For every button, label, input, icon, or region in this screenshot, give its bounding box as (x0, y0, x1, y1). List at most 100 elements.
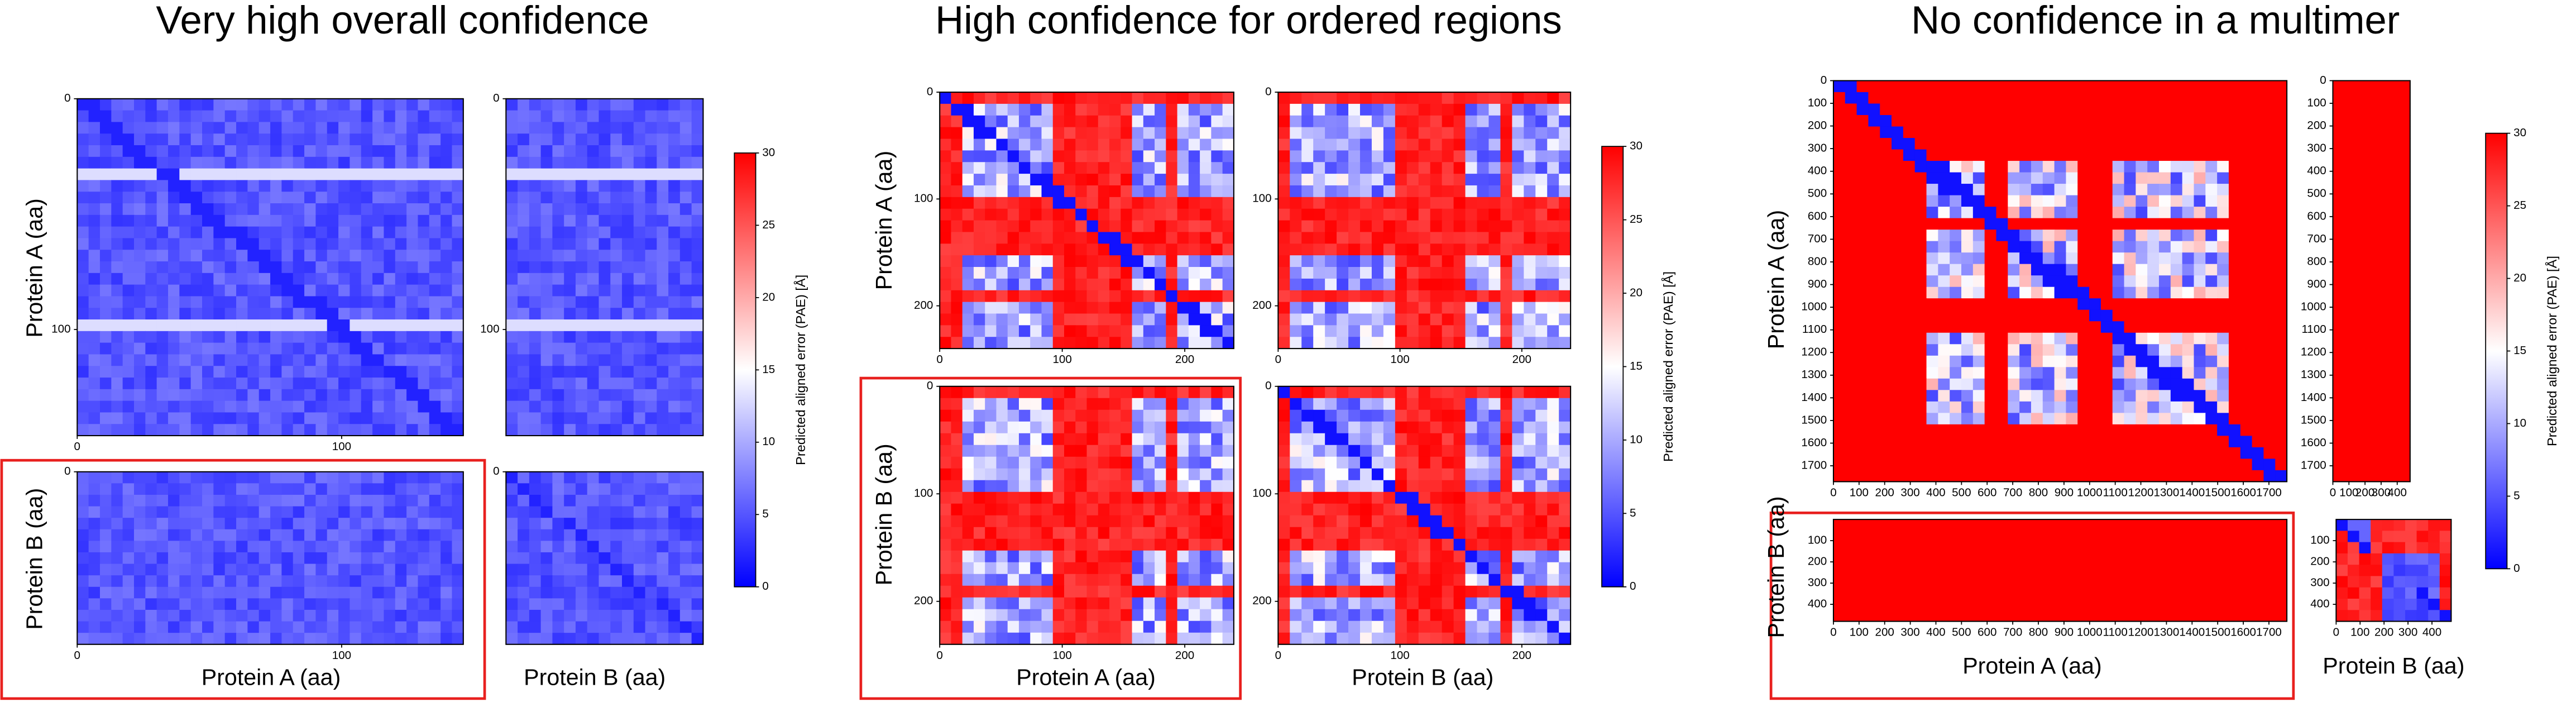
heatmap-cell (1007, 409, 1019, 422)
heatmap-cell (973, 386, 986, 399)
heatmap-cell (2089, 103, 2101, 116)
heatmap-cell (1337, 421, 1349, 434)
heatmap-cell (88, 226, 100, 239)
heatmap-cell (1430, 162, 1443, 174)
heatmap-cell (1177, 445, 1189, 457)
heatmap-cell (202, 261, 214, 274)
heatmap-cell (2240, 114, 2253, 127)
heatmap-cell (258, 226, 271, 239)
heatmap-cell (88, 506, 100, 519)
heatmap-cell (384, 156, 396, 169)
heatmap-cell (633, 366, 646, 378)
heatmap-cell (1453, 456, 1466, 469)
heatmap-cell (1177, 103, 1189, 116)
heatmap-cell (1109, 302, 1122, 314)
heatmap-cell (1535, 386, 1548, 399)
heatmap-cell (1406, 562, 1419, 575)
heatmap-cell (1453, 550, 1466, 563)
heatmap-cell (1559, 325, 1572, 338)
heatmap-cell (1524, 115, 1536, 128)
heatmap-cell (1442, 232, 1454, 245)
heatmap-cell (1500, 409, 1513, 422)
heatmap-cell (338, 261, 351, 274)
heatmap-cell (145, 342, 157, 355)
heatmap-cell (384, 284, 396, 297)
heatmap-cell (213, 250, 226, 262)
heatmap-cell (668, 192, 681, 204)
heatmap-cell (452, 331, 464, 343)
heatmap-cell (1301, 174, 1314, 186)
heatmap-cell (1121, 174, 1133, 186)
heatmap-cell (1121, 597, 1133, 610)
heatmap-cell (1500, 337, 1513, 349)
heatmap-cell (1301, 550, 1314, 563)
heatmap-cell (1383, 127, 1396, 140)
heatmap-cell (1559, 337, 1572, 349)
heatmap-cell (1360, 313, 1372, 326)
heatmap-cell (236, 238, 248, 251)
heatmap-cell (236, 331, 248, 343)
heatmap-cell (1200, 550, 1212, 563)
heatmap-cell (1325, 491, 1337, 504)
heatmap-cell (168, 424, 180, 436)
heatmap-cell (349, 98, 362, 111)
heatmap-cell (1914, 92, 1927, 104)
heatmap-cell (540, 412, 553, 425)
heatmap-cell (1371, 620, 1384, 633)
heatmap-cell (349, 145, 362, 157)
heatmap-cell (1007, 267, 1019, 279)
heatmap-cell (668, 412, 681, 425)
heatmap-cell (156, 633, 169, 645)
heatmap-cell (575, 563, 588, 576)
heatmap-cell (1121, 197, 1133, 209)
heatmap-cell (429, 180, 442, 193)
heatmap-cell (1109, 609, 1122, 622)
heatmap-cell (1547, 538, 1560, 551)
heatmap-cell (575, 483, 588, 495)
heatmap-cell (575, 378, 588, 390)
heatmap-cell (1325, 503, 1337, 516)
heatmap-cell (1406, 290, 1419, 303)
heatmap-cell (691, 273, 704, 285)
heatmap-cell (224, 552, 237, 565)
heatmap-cell (1041, 620, 1054, 633)
heatmap-cell (99, 98, 112, 111)
heatmap-cell (1121, 585, 1133, 598)
heatmap-cell (1143, 92, 1155, 104)
heatmap-cell (1477, 313, 1490, 326)
heatmap-cell (77, 331, 89, 343)
heatmap-cell (247, 203, 260, 216)
heatmap-cell (1301, 445, 1314, 457)
heatmap-cell (1500, 302, 1513, 314)
heatmap-cell (327, 319, 339, 332)
heatmap-cell (168, 633, 180, 645)
heatmap-cell (973, 433, 986, 446)
heatmap-cell (1430, 421, 1443, 434)
heatmap-cell (1418, 527, 1431, 539)
heatmap-cell (327, 156, 339, 169)
heatmap-cell (1278, 267, 1291, 279)
heatmap-cell (133, 250, 146, 262)
heatmap-cell (564, 156, 576, 169)
heatmap-cell (1278, 574, 1291, 586)
heatmap-cell (190, 180, 203, 193)
heatmap-cell (1211, 267, 1223, 279)
heatmap-cell (258, 400, 271, 413)
heatmap-cell (1155, 620, 1167, 633)
heatmap-cell (540, 250, 553, 262)
heatmap-cell (1547, 139, 1560, 151)
heatmap-cell (122, 563, 135, 576)
heatmap-cell (1132, 232, 1144, 245)
heatmap-cell (645, 145, 658, 157)
heatmap-cell (77, 214, 89, 227)
heatmap-cell (1109, 480, 1122, 493)
heatmap-cell (1465, 162, 1478, 174)
heatmap-cell (224, 284, 237, 297)
heatmap-cell (1121, 409, 1133, 422)
heatmap-cell (1278, 433, 1291, 446)
heatmap-cell (1313, 150, 1326, 163)
heatmap-cell (88, 529, 100, 542)
heatmap-cell (145, 238, 157, 251)
heatmap-cell (985, 538, 997, 551)
heatmap-cell (440, 168, 453, 181)
